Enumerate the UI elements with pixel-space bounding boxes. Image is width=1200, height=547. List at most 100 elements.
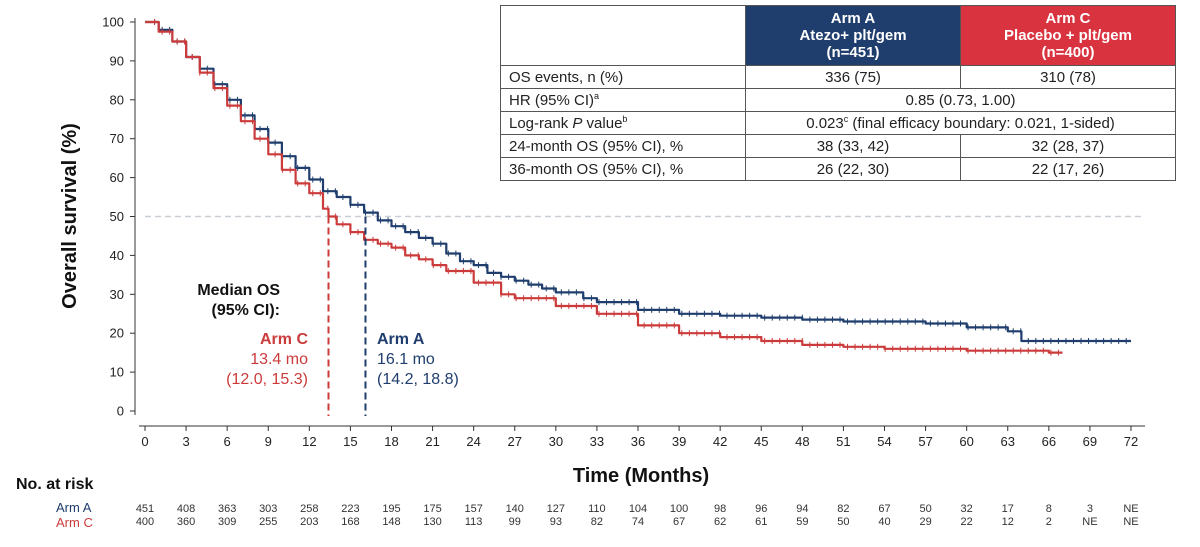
table-row: Log-rank P valueb 0.023c (final efficacy… <box>500 111 1176 135</box>
row-label-sup: a <box>594 91 600 101</box>
at-risk-value: 100 <box>669 503 689 515</box>
y-tick-label: 80 <box>110 92 124 107</box>
x-ticks: 0 3 6 9 12 15 18 21 24 27 30 33 36 39 42 45 48 51 54 57 60 63… <box>141 426 1138 449</box>
at-risk-value: 113 <box>464 516 483 528</box>
at-risk-value: 408 <box>176 503 196 515</box>
arm-c-median-ci: (12.0, 15.3) <box>226 371 308 388</box>
x-tick-label: 42 <box>713 434 727 449</box>
cell-arm-c: 32 (28, 37) <box>960 134 1176 158</box>
at-risk-value: 168 <box>341 516 360 528</box>
at-risk-value: 40 <box>878 516 891 528</box>
at-risk-value: 74 <box>631 516 645 528</box>
cell-combined: 0.85 (0.73, 1.00) <box>745 88 1176 112</box>
os-summary-table: Arm A Atezo+ plt/gem (n=451) Arm C Place… <box>500 5 1176 181</box>
at-risk-value: 140 <box>505 503 524 515</box>
x-tick-label: 60 <box>959 434 973 449</box>
cell-arm-c: 22 (17, 26) <box>960 157 1176 181</box>
median-lines <box>327 216 367 416</box>
row-label-text: Log-rank <box>509 115 573 132</box>
at-risk-value: 59 <box>796 516 809 528</box>
cell-combined: 0.023c (final efficacy boundary: 0.021, … <box>745 111 1176 135</box>
at-risk-value: 82 <box>590 516 604 528</box>
at-risk-value: 360 <box>176 516 196 528</box>
at-risk-value: 255 <box>259 516 278 528</box>
cell-value: (final efficacy boundary: 0.021, 1-sided… <box>848 115 1115 132</box>
row-label: Log-rank P valueb <box>500 111 746 135</box>
x-tick-label: 63 <box>1001 434 1015 449</box>
arm-a-header-line: (n=451) <box>826 44 880 61</box>
row-label-text: value <box>582 115 623 132</box>
arm-a-median-label: Arm A <box>377 331 425 348</box>
y-tick-label: 90 <box>110 53 124 68</box>
at-risk-value: 175 <box>423 503 442 515</box>
x-tick-label: 33 <box>590 434 604 449</box>
cell-arm-a: 336 (75) <box>745 65 961 89</box>
at-risk-value: 148 <box>382 516 401 528</box>
arm-a-median-annotation: Arm A 16.1 mo (14.2, 18.8) <box>377 330 507 390</box>
table-row: HR (95% CI)a 0.85 (0.73, 1.00) <box>500 88 1176 112</box>
series-line-arm-c <box>145 20 1063 354</box>
x-tick-label: 0 <box>141 434 148 449</box>
at-risk-value: 67 <box>878 503 891 515</box>
at-risk-value: 203 <box>300 516 319 528</box>
x-tick-label: 48 <box>795 434 809 449</box>
x-tick-label: 30 <box>549 434 563 449</box>
x-tick-label: 36 <box>631 434 645 449</box>
arm-c-header-line: Arm C <box>1045 10 1091 27</box>
table-header-row: Arm A Atezo+ plt/gem (n=451) Arm C Place… <box>500 5 1176 66</box>
x-tick-label: 54 <box>877 434 891 449</box>
arm-c-header-line: Placebo + plt/gem <box>1004 27 1132 44</box>
arm-a-header-line: Atezo+ plt/gem <box>799 27 907 44</box>
row-label: OS events, n (%) <box>500 65 746 89</box>
x-tick-label: 69 <box>1083 434 1097 449</box>
table-row: 24-month OS (95% CI), % 38 (33, 42) 32 (… <box>500 134 1176 158</box>
x-tick-label: 27 <box>508 434 522 449</box>
y-tick-label: 40 <box>110 248 124 263</box>
at-risk-value: 127 <box>546 503 565 515</box>
at-risk-value: 104 <box>628 503 648 515</box>
y-ticks: 0 10 20 30 40 50 60 70 80 90 100 <box>102 15 135 419</box>
at-risk-value: NE <box>1123 516 1139 528</box>
table-header-arm-c: Arm C Placebo + plt/gem (n=400) <box>960 5 1176 66</box>
at-risk-value: 94 <box>796 503 809 515</box>
y-tick-label: 50 <box>110 209 124 224</box>
table-header-blank <box>500 5 746 66</box>
row-label: 36-month OS (95% CI), % <box>500 157 746 181</box>
x-tick-label: 24 <box>466 434 480 449</box>
at-risk-value: 2 <box>1045 516 1052 528</box>
median-os-title-line1: Median OS <box>197 282 280 299</box>
y-tick-label: 10 <box>110 365 124 380</box>
cell-arm-a: 26 (22, 30) <box>745 157 961 181</box>
arm-c-median-value: 13.4 mo <box>250 351 308 368</box>
y-tick-label: 60 <box>110 170 124 185</box>
row-label: HR (95% CI)a <box>500 88 746 112</box>
y-tick-label: 100 <box>102 15 124 30</box>
x-tick-label: 72 <box>1124 434 1138 449</box>
at-risk-value: 157 <box>464 503 483 515</box>
at-risk-value: 258 <box>300 503 319 515</box>
cell-arm-a: 38 (33, 42) <box>745 134 961 158</box>
median-os-title: Median OS (95% CI): <box>180 281 280 321</box>
row-label-sup: b <box>622 114 628 124</box>
y-axis-title: Overall survival (%) <box>59 123 81 309</box>
x-tick-label: 6 <box>224 434 231 449</box>
x-axis-title: Time (Months) <box>573 465 709 487</box>
x-tick-label: 3 <box>182 434 189 449</box>
at-risk-value: 363 <box>217 503 237 515</box>
x-tick-label: 66 <box>1042 434 1056 449</box>
at-risk-value: 99 <box>508 516 521 528</box>
series-layer <box>145 19 1131 356</box>
arm-c-median-annotation: Arm C 13.4 mo (12.0, 15.3) <box>190 330 308 390</box>
at-risk-value: 17 <box>1001 503 1014 515</box>
at-risk-value: 3 <box>1086 503 1093 515</box>
median-os-title-line2: (95% CI): <box>211 302 280 319</box>
at-risk-value: 50 <box>919 503 932 515</box>
arm-a-median-ci: (14.2, 18.8) <box>377 371 459 388</box>
at-risk-value: 61 <box>755 516 768 528</box>
x-tick-label: 39 <box>672 434 686 449</box>
at-risk-value: 82 <box>837 503 850 515</box>
at-risk-value: 400 <box>135 516 155 528</box>
table-row: OS events, n (%) 336 (75) 310 (78) <box>500 65 1176 89</box>
row-label-italic: P <box>572 115 583 132</box>
at-risk-value: 98 <box>714 503 727 515</box>
